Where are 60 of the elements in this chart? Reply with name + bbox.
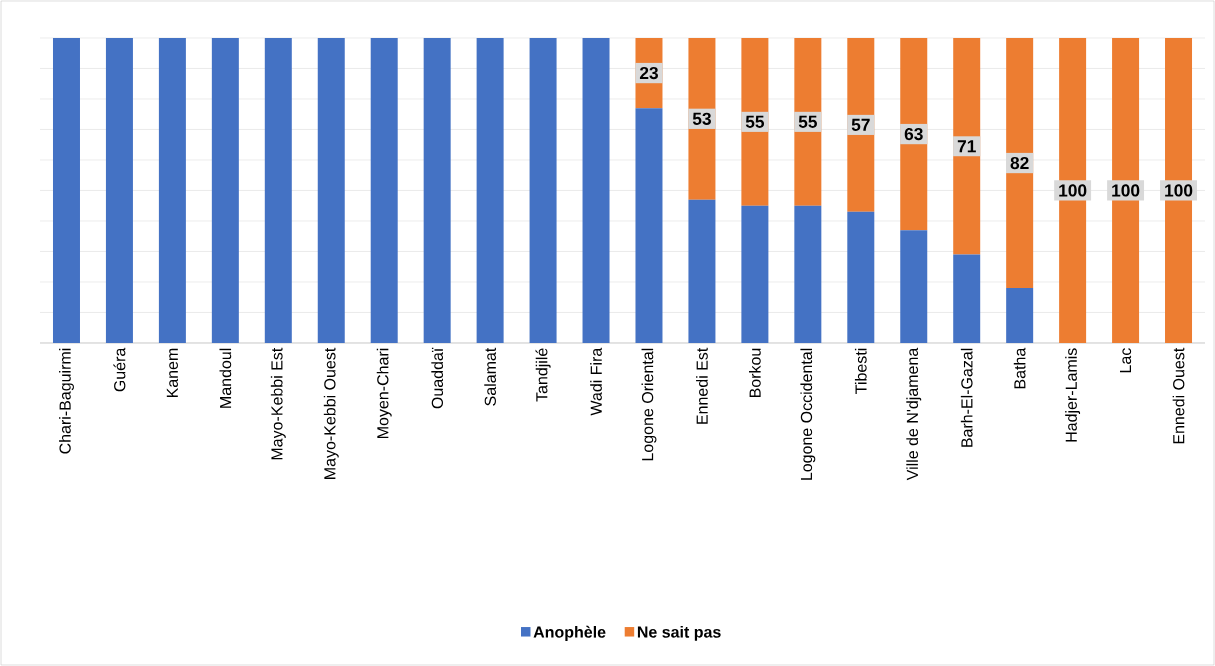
x-tick-label: Moyen-Chari — [376, 348, 392, 438]
bar — [158, 37, 186, 343]
bar — [847, 211, 875, 343]
bar — [52, 37, 80, 343]
data-label: 63 — [904, 127, 923, 141]
data-label: 100 — [1059, 184, 1087, 197]
bar — [1006, 37, 1034, 289]
bar — [635, 108, 663, 343]
bar — [900, 230, 928, 343]
bar — [211, 37, 239, 343]
bar — [953, 254, 981, 343]
data-label: 82 — [1010, 156, 1029, 170]
bar — [900, 37, 928, 231]
bar — [105, 37, 133, 343]
x-tick-label: Lac — [1120, 348, 1132, 373]
x-tick-label: Tibesti — [854, 348, 867, 394]
x-tick-label: Guéra — [113, 347, 126, 392]
x-tick-label: Logone Oriental — [641, 348, 657, 461]
x-tick-label: Ennedi Ouest — [1172, 347, 1185, 444]
legend-label: Ne sait pas — [637, 625, 721, 641]
x-tick-label: Tandjilé — [535, 348, 551, 402]
bar — [582, 37, 610, 343]
x-tick-label: Barh-El-Gazal — [960, 348, 973, 447]
data-label: 57 — [851, 118, 870, 131]
bar — [847, 37, 875, 212]
bar — [794, 205, 822, 343]
data-label: 23 — [639, 66, 658, 80]
x-tick-label: Batha — [1013, 347, 1026, 389]
data-label: 71 — [957, 140, 976, 153]
bar — [264, 37, 292, 343]
data-label: 55 — [745, 115, 765, 128]
bar — [741, 37, 769, 206]
bar — [741, 205, 769, 343]
x-tick-label: Mandoul — [219, 348, 232, 408]
bar — [688, 199, 716, 343]
data-label: 55 — [798, 115, 817, 128]
x-tick-label: Chari-Baguirmi — [59, 348, 74, 454]
data-label: 100 — [1165, 184, 1193, 197]
bar — [1006, 288, 1034, 343]
x-tick-label: Mayo-Kebbi Est — [270, 347, 286, 460]
x-tick-label: Mayo-Kebbi Ouest — [323, 347, 339, 479]
bar — [423, 37, 451, 343]
legend-label: Anophèle — [533, 625, 606, 641]
bar — [953, 37, 981, 255]
bar — [370, 37, 398, 343]
x-tick-label: Ouaddaï — [431, 347, 444, 409]
x-tick-label: Hadjer-Lamis — [1065, 348, 1081, 442]
bar — [794, 37, 822, 206]
data-label: 100 — [1112, 184, 1140, 197]
x-tick-label: Ville de N'djamena — [906, 347, 922, 481]
x-tick-label: Wadi Fira — [590, 347, 602, 416]
x-tick-label: Borkou — [749, 348, 761, 398]
x-tick-label: Ennedi Est — [696, 347, 708, 424]
bar — [317, 37, 345, 343]
x-tick-label: Logone Occidental — [800, 348, 816, 480]
bar — [476, 37, 504, 343]
x-tick-label: Salamat — [484, 347, 496, 406]
bar — [529, 37, 557, 343]
data-label: 53 — [692, 112, 711, 125]
x-tick-label: Kanem — [166, 348, 178, 398]
